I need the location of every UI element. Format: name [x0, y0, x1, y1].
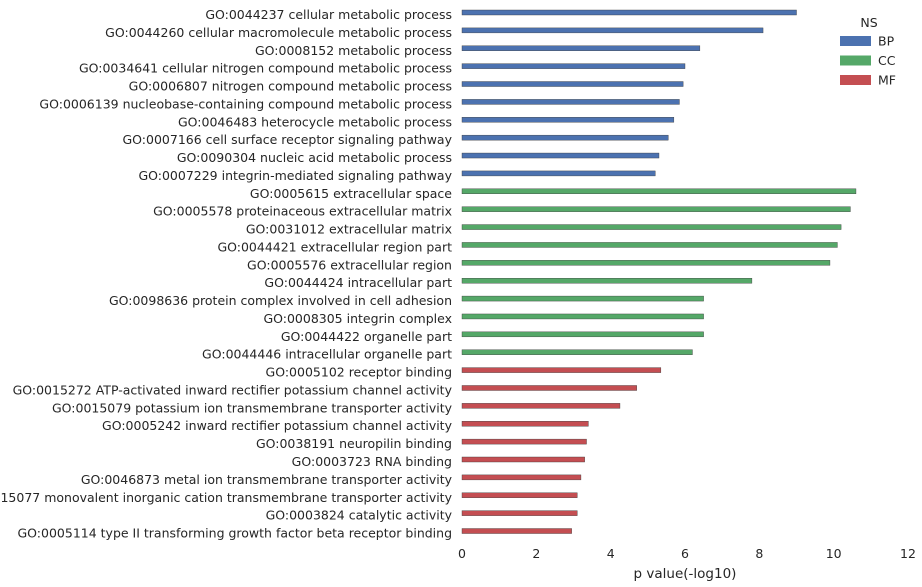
category-label: GO:0034641 cellular nitrogen compound me…: [79, 61, 452, 76]
bar-mf-0: [461, 367, 662, 373]
category-label: GO:0046483 heterocycle metabolic process: [178, 114, 452, 129]
category-label: GO:0046873 metal ion transmembrane trans…: [81, 472, 453, 487]
bar-mf-1: [461, 385, 637, 391]
bar-bp-4: [461, 81, 684, 87]
bar-cc-2: [461, 224, 842, 230]
category-label: GO:0015272 ATP-activated inward rectifie…: [13, 382, 453, 397]
x-tick-label: 2: [532, 546, 540, 561]
category-label: GO:0044422 organelle part: [281, 329, 452, 344]
bar-bp-0: [461, 9, 797, 16]
category-label: GO:0005615 extracellular space: [250, 186, 452, 201]
legend-label-cc: CC: [878, 53, 896, 68]
bar-mf-3: [461, 421, 589, 427]
legend-label-mf: MF: [878, 73, 896, 88]
x-tick-label: 6: [681, 546, 689, 561]
bar-cc-8: [461, 331, 704, 338]
category-label: GO:0003723 RNA binding: [292, 454, 452, 469]
x-tick-label: 0: [458, 546, 466, 561]
category-label: GO:0044237 cellular metabolic process: [205, 7, 452, 22]
category-label: GO:0005242 inward rectifier potassium ch…: [102, 418, 453, 433]
category-label: GO:0044446 intracellular organelle part: [202, 347, 452, 362]
bar-cc-7: [461, 313, 704, 320]
category-label: GO:0090304 nucleic acid metabolic proces…: [177, 150, 452, 165]
category-label: GO:0008305 integrin complex: [263, 311, 452, 326]
category-label: GO:0006139 nucleobase-containing compoun…: [39, 96, 452, 111]
category-label: GO:0044424 intracellular part: [264, 275, 452, 290]
bar-bp-5: [461, 99, 680, 105]
bar-bp-1: [461, 27, 764, 34]
x-tick-label: 12: [900, 546, 916, 561]
bar-cc-6: [461, 295, 704, 302]
bar-bp-3: [461, 63, 686, 69]
legend: NS BP CC MF: [840, 15, 896, 88]
x-tick-label: 4: [607, 546, 615, 561]
bar-mf-2: [461, 403, 621, 409]
legend-swatch-bp: [840, 36, 871, 46]
legend-swatch-mf: [840, 75, 871, 85]
legend-swatch-cc: [840, 55, 871, 66]
bar-cc-3: [461, 242, 838, 248]
category-label: GO:0006807 nitrogen compound metabolic p…: [129, 79, 452, 94]
bar-bp-6: [461, 117, 675, 123]
bar-cc-1: [461, 206, 851, 212]
bar-bp-8: [461, 152, 660, 159]
category-label: GO:0098636 protein complex involved in c…: [109, 293, 452, 308]
bar-mf-9: [461, 528, 572, 534]
bar-mf-5: [461, 456, 585, 463]
category-label: GO:0005578 proteinaceous extracellular m…: [153, 204, 452, 219]
category-label: GO:0015077 monovalent inorganic cation t…: [0, 490, 453, 505]
bar-cc-4: [461, 260, 831, 266]
category-labels-group: GO:0044237 cellular metabolic process GO:…: [0, 7, 453, 541]
category-label: GO:0007166 cell surface receptor signali…: [122, 132, 452, 147]
bar-cc-9: [461, 349, 693, 355]
bar-mf-8: [461, 510, 578, 516]
bar-mf-7: [461, 492, 578, 498]
bar-bp-7: [461, 134, 669, 141]
category-label: GO:0044260 cellular macromolecule metabo…: [105, 25, 452, 40]
bar-mf-4: [461, 438, 587, 445]
category-label: GO:0005576 extracellular region: [247, 257, 452, 272]
x-axis-ticks-group: 0 2 4 6 8 10 12: [458, 546, 916, 561]
bar-cc-5: [461, 278, 753, 284]
bar-mf-6: [461, 474, 582, 481]
legend-items-group: BP CC MF: [840, 34, 896, 88]
category-label: GO:0005102 receptor binding: [266, 365, 452, 380]
x-axis-title: p value(-log10): [634, 566, 737, 582]
category-label: GO:0044421 extracellular region part: [217, 239, 452, 254]
category-label: GO:0008152 metabolic process: [255, 43, 452, 58]
category-label: GO:0038191 neuropilin binding: [256, 436, 452, 451]
bar-bp-9: [461, 170, 656, 177]
x-tick-label: 10: [826, 546, 842, 561]
x-tick-label: 8: [755, 546, 763, 561]
category-label: GO:0031012 extracellular matrix: [246, 222, 452, 237]
legend-label-bp: BP: [878, 34, 895, 49]
bars-group: [461, 9, 857, 534]
category-label: GO:0007229 integrin-mediated signaling p…: [138, 168, 452, 183]
category-label: GO:0003824 catalytic activity: [266, 508, 453, 523]
category-label: GO:0005114 type II transforming growth f…: [17, 526, 452, 541]
legend-title: NS: [860, 15, 877, 30]
bar-cc-0: [461, 188, 857, 195]
bar-bp-2: [461, 45, 701, 51]
category-label: GO:0015079 potassium ion transmembrane t…: [52, 400, 453, 415]
